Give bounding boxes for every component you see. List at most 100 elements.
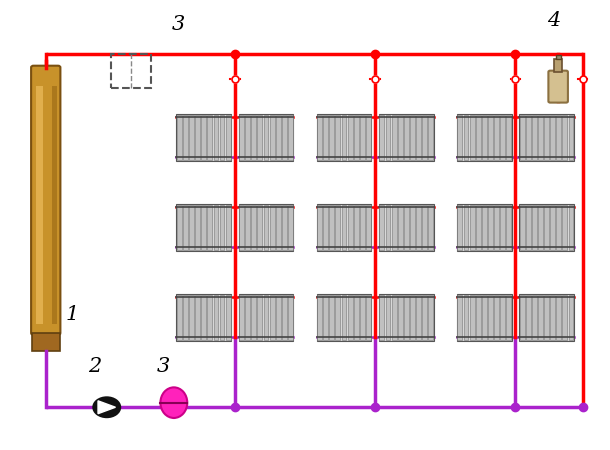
Bar: [398, 115, 403, 160]
Bar: [239, 203, 293, 251]
Bar: [239, 205, 244, 249]
Bar: [245, 205, 250, 249]
Bar: [476, 205, 481, 249]
Bar: [288, 295, 293, 339]
Bar: [526, 205, 531, 249]
Bar: [226, 295, 231, 339]
Bar: [544, 115, 549, 160]
Bar: [36, 86, 43, 324]
Bar: [520, 115, 525, 160]
Bar: [348, 205, 353, 249]
Bar: [348, 295, 353, 339]
Bar: [354, 295, 359, 339]
Bar: [464, 295, 468, 339]
Bar: [354, 205, 359, 249]
Bar: [519, 203, 574, 251]
Bar: [398, 295, 403, 339]
Bar: [214, 205, 218, 249]
Bar: [538, 115, 543, 160]
Bar: [470, 295, 475, 339]
Bar: [464, 115, 468, 160]
Bar: [239, 115, 244, 160]
Bar: [422, 205, 427, 249]
Bar: [323, 115, 328, 160]
Bar: [257, 115, 262, 160]
Bar: [342, 295, 346, 339]
Bar: [392, 295, 396, 339]
Bar: [183, 295, 188, 339]
Bar: [195, 205, 200, 249]
Bar: [226, 205, 231, 249]
Text: 2: 2: [88, 357, 101, 376]
Bar: [398, 205, 403, 249]
Bar: [458, 295, 462, 339]
Bar: [201, 115, 206, 160]
Bar: [392, 205, 396, 249]
Bar: [386, 295, 390, 339]
Bar: [251, 115, 256, 160]
Bar: [506, 295, 511, 339]
Bar: [520, 205, 525, 249]
Bar: [556, 115, 561, 160]
Bar: [500, 115, 505, 160]
Bar: [207, 115, 212, 160]
Bar: [201, 205, 206, 249]
Bar: [519, 113, 574, 161]
Bar: [189, 115, 194, 160]
Bar: [195, 295, 200, 339]
Bar: [379, 115, 384, 160]
Bar: [569, 205, 573, 249]
Bar: [226, 115, 231, 160]
Bar: [360, 205, 365, 249]
Bar: [519, 294, 574, 341]
Bar: [176, 294, 231, 341]
Bar: [342, 205, 346, 249]
Bar: [348, 115, 353, 160]
Bar: [329, 295, 334, 339]
Bar: [317, 295, 322, 339]
Bar: [386, 115, 390, 160]
Bar: [500, 205, 505, 249]
Bar: [410, 205, 415, 249]
Bar: [276, 205, 281, 249]
Bar: [379, 113, 434, 161]
Bar: [270, 295, 274, 339]
Bar: [550, 295, 555, 339]
Bar: [354, 115, 359, 160]
Bar: [458, 115, 462, 160]
Bar: [379, 294, 434, 341]
Bar: [239, 113, 293, 161]
Text: 1: 1: [65, 306, 79, 324]
Bar: [457, 203, 512, 251]
Bar: [379, 203, 434, 251]
Bar: [251, 205, 256, 249]
Bar: [386, 205, 390, 249]
Bar: [416, 205, 421, 249]
Bar: [214, 115, 218, 160]
Bar: [264, 295, 268, 339]
Bar: [323, 295, 328, 339]
Bar: [569, 115, 573, 160]
Bar: [416, 115, 421, 160]
Bar: [207, 205, 212, 249]
Bar: [488, 205, 493, 249]
Bar: [195, 115, 200, 160]
Bar: [544, 295, 549, 339]
Bar: [257, 205, 262, 249]
Bar: [52, 86, 57, 324]
Bar: [532, 115, 537, 160]
Bar: [360, 115, 365, 160]
Bar: [329, 115, 334, 160]
Bar: [207, 295, 212, 339]
Bar: [189, 205, 194, 249]
Bar: [482, 295, 487, 339]
Bar: [428, 295, 433, 339]
Bar: [488, 115, 493, 160]
Bar: [276, 115, 281, 160]
Bar: [562, 205, 567, 249]
Bar: [532, 295, 537, 339]
Bar: [404, 115, 409, 160]
Bar: [428, 115, 433, 160]
Bar: [336, 205, 340, 249]
Bar: [176, 203, 231, 251]
